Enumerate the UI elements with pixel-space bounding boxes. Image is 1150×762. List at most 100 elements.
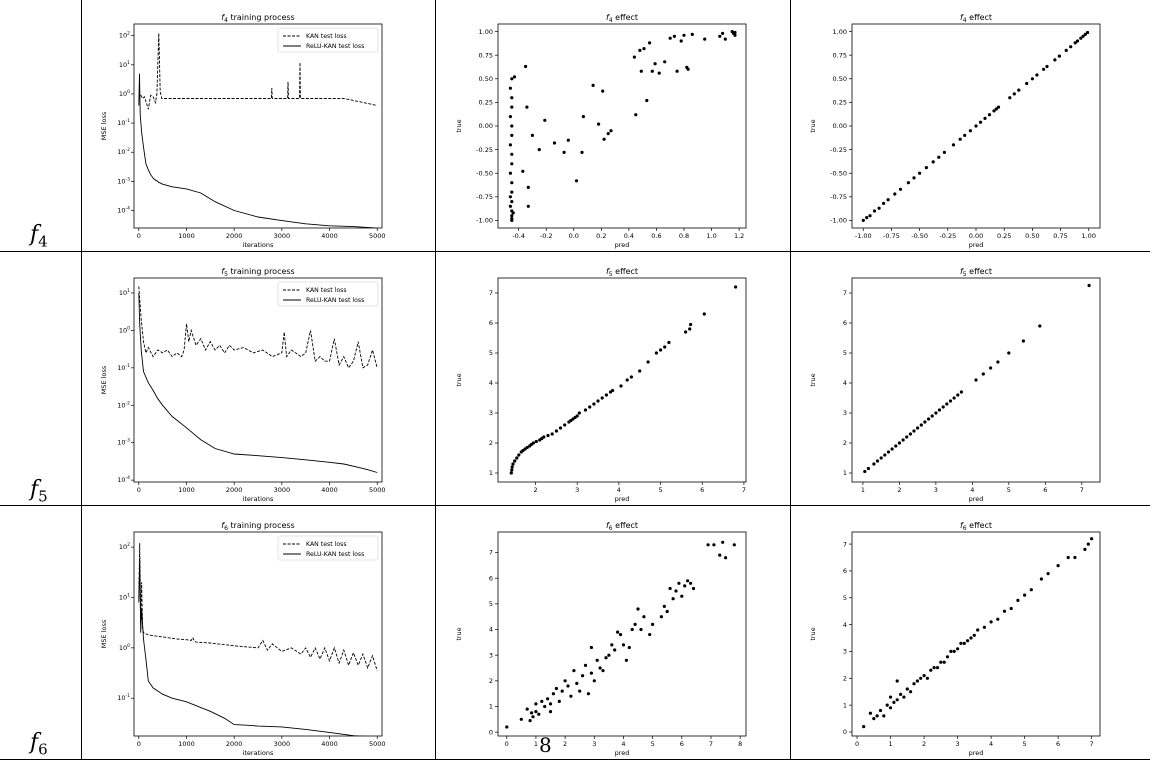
f4-kan-point bbox=[609, 129, 613, 133]
f6-relu-y-tick-label: 4 bbox=[843, 621, 847, 629]
f6-kan-point bbox=[534, 710, 538, 714]
f4-relu-y-axis-label: true bbox=[809, 119, 817, 132]
f5-kan-point bbox=[554, 429, 558, 433]
f4-kan-point bbox=[508, 204, 512, 208]
f6-relu-point bbox=[1083, 547, 1087, 551]
f5-train-x-tick-label: 3000 bbox=[274, 486, 291, 494]
f4-train-legend-box bbox=[277, 27, 379, 53]
f6-relu-point bbox=[972, 633, 976, 637]
f5-kan-point bbox=[689, 322, 693, 327]
f4-kan-x-tick-label: 1.0 bbox=[706, 232, 716, 240]
f4-relu-point bbox=[912, 176, 916, 180]
f6-kan-point bbox=[595, 658, 599, 662]
f4-kan-point bbox=[597, 122, 601, 126]
f5-train-y-axis-label: MSE loss bbox=[100, 365, 108, 394]
f4-train-title: f4 training process bbox=[221, 13, 294, 24]
f5-kan-point bbox=[531, 441, 535, 445]
f6-relu-point bbox=[962, 641, 966, 645]
f5-relu-x-tick-label: 5 bbox=[1007, 486, 1011, 494]
f4-kan-point bbox=[606, 132, 610, 136]
f5-train-y-tick-label: 10-2 bbox=[117, 400, 130, 409]
f5-relu-point bbox=[996, 360, 1000, 364]
f6-relu-y-tick-label: 7 bbox=[843, 540, 847, 548]
f5-relu-point bbox=[908, 432, 912, 436]
f6-relu-point bbox=[945, 655, 950, 659]
f6-relu-point bbox=[942, 660, 946, 664]
f4-relu-point bbox=[978, 120, 983, 124]
f5-kan-point bbox=[575, 414, 579, 418]
f5-kan-point bbox=[542, 435, 546, 439]
f6-kan-point bbox=[546, 697, 550, 701]
f6-kan-y-axis-label: true bbox=[455, 627, 463, 640]
f4-train-y-tick-label: 100 bbox=[119, 89, 130, 98]
f4-kan-point bbox=[686, 67, 690, 71]
f4-relu-point bbox=[1086, 30, 1090, 35]
f4-relu-x-tick-label: -0.25 bbox=[939, 232, 956, 240]
f6-relu-point bbox=[892, 700, 896, 704]
f6-kan-y-tick-label: 5 bbox=[489, 600, 493, 608]
f4-kan-x-tick-label: 0.0 bbox=[569, 232, 579, 240]
f5-training-process-chart: f5 training process 0 1000 2000 3000 4000 5000… bbox=[100, 267, 386, 503]
f5-kan-y-tick-label: 4 bbox=[489, 379, 493, 387]
f5-relu-point bbox=[934, 411, 938, 415]
f6-train-title: f6 training process bbox=[221, 521, 294, 532]
f6-kan-point bbox=[671, 597, 675, 601]
f4-kan-point bbox=[602, 137, 606, 141]
f6-relu-point bbox=[952, 649, 956, 653]
f4-relu-point bbox=[1079, 36, 1083, 40]
f4-kan-point bbox=[663, 60, 667, 64]
f4-relu-point bbox=[918, 171, 922, 175]
f4-kan-point bbox=[510, 96, 514, 100]
f6-relu-point bbox=[872, 717, 876, 721]
f4-kan-x-tick-label: 0.6 bbox=[651, 232, 661, 240]
f4-kan-point bbox=[574, 179, 579, 183]
f4-kan-y-tick-label: 0.00 bbox=[479, 122, 493, 130]
f4-kan-x-tick-label: 0.4 bbox=[624, 232, 634, 240]
f6-relu-x-tick-label: 7 bbox=[1090, 740, 1094, 748]
f6-kan-axes-frame bbox=[497, 531, 747, 737]
f4-relu-y-tick-label: -0.25 bbox=[830, 146, 847, 154]
f6-relu-point bbox=[949, 649, 953, 653]
f5-kan-point bbox=[563, 423, 567, 427]
f5-kan-y-tick-label: 7 bbox=[489, 289, 493, 297]
f4-kan-point bbox=[723, 37, 727, 41]
f5-train-y-tick-label: 10-1 bbox=[117, 363, 130, 372]
f6-relu-y-tick-label: 2 bbox=[843, 674, 847, 682]
f5-relu-point bbox=[945, 402, 949, 406]
f6-train-y-tick-label: 100 bbox=[119, 643, 130, 652]
f4-kan-title: f4 effect bbox=[606, 13, 638, 24]
f5-relu-axes-frame bbox=[851, 277, 1101, 483]
f6-kan-point bbox=[557, 699, 561, 703]
f5-kan-point bbox=[546, 433, 550, 438]
row-label-f4: f4 bbox=[30, 222, 48, 251]
f6-relu-x-tick-label: 0 bbox=[855, 740, 859, 748]
f5-relu-y-axis-label: true bbox=[809, 373, 817, 386]
f4-relu-point bbox=[1075, 39, 1080, 43]
f6-train-y-tick-label: 102 bbox=[119, 542, 130, 551]
f4-kan-effect-chart: f4 effect -0.4 -0.2 0.0 0.2 0.4 0.6 0.8 1.0 1.2 -1… bbox=[455, 13, 747, 249]
f6-train-y-axis-label: MSE loss bbox=[100, 619, 108, 648]
f5-kan-point bbox=[659, 348, 663, 352]
f6-relu-point bbox=[888, 695, 893, 699]
f6-relu-x-tick-label: 5 bbox=[1023, 740, 1027, 748]
f5-relu-point bbox=[890, 447, 894, 451]
f6-relu-kan-effect-chart: f6 effect 0 1 2 3 4 5 6 7 0 1 2 3 4 5 6 7 pred true bbox=[809, 521, 1101, 757]
f5-relu-point bbox=[863, 469, 867, 474]
f6-kan-point bbox=[543, 704, 547, 709]
f6-kan-point bbox=[624, 658, 628, 662]
f6-relu-y-tick-label: 3 bbox=[843, 648, 847, 656]
f5-relu-point bbox=[901, 438, 905, 442]
f5-kan-point bbox=[577, 411, 581, 415]
f4-relu-point bbox=[898, 187, 903, 191]
f4-kan-point bbox=[552, 141, 557, 145]
f5-relu-y-tick-label: 5 bbox=[843, 349, 847, 357]
f4-relu-x-tick-label: 0.25 bbox=[997, 232, 1011, 240]
f6-relu-point bbox=[982, 625, 986, 629]
f5-train-x-tick-label: 0 bbox=[137, 486, 141, 494]
f5-kan-y-tick-label: 2 bbox=[489, 439, 493, 447]
f5-kan-point bbox=[734, 285, 738, 289]
f4-relu-y-tick-label: 0.25 bbox=[833, 99, 847, 107]
f4-kan-point bbox=[682, 33, 686, 37]
f5-kan-y-tick-label: 6 bbox=[489, 319, 493, 327]
f6-train-x-tick-label: 4000 bbox=[321, 740, 338, 748]
